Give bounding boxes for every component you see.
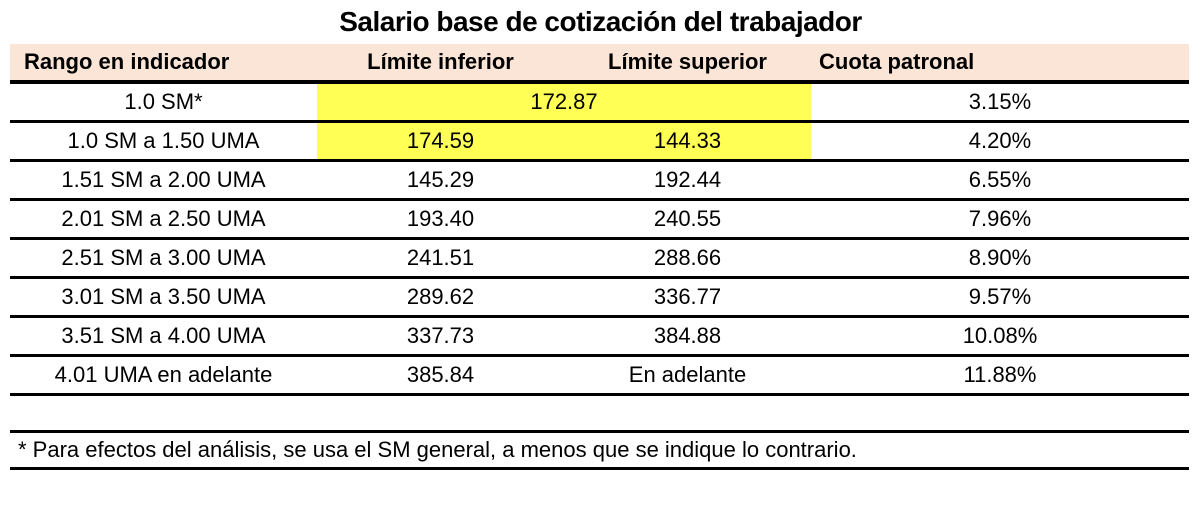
cell-cuota: 6.55%	[968, 167, 1032, 192]
cell-limite-superior: 240.55	[653, 206, 722, 231]
footnote: * Para efectos del análisis, se usa el S…	[10, 430, 1189, 470]
cell-limite-inferior: 289.62	[406, 284, 475, 309]
cell-rango: 1.51 SM a 2.00 UMA	[61, 167, 266, 192]
table-row: 1.0 SM* 172.87 3.15%	[10, 84, 1189, 123]
cell-rango: 2.51 SM a 3.00 UMA	[61, 245, 266, 270]
table-row: 3.51 SM a 4.00 UMA 337.73 384.88 10.08%	[10, 318, 1189, 357]
cell-limite-inferior: 385.84	[406, 362, 475, 387]
table-row: 3.01 SM a 3.50 UMA 289.62 336.77 9.57%	[10, 279, 1189, 318]
column-header-limite-superior: Límite superior	[608, 49, 767, 74]
cell-limite-inferior: 145.29	[406, 167, 475, 192]
cell-rango: 3.51 SM a 4.00 UMA	[61, 323, 266, 348]
table-footnote-gap	[0, 396, 1201, 430]
cell-rango: 1.0 SM*	[124, 89, 203, 114]
column-header-cuota-patronal: Cuota patronal	[819, 49, 975, 74]
cell-cuota: 8.90%	[968, 245, 1032, 270]
cell-rango: 2.01 SM a 2.50 UMA	[61, 206, 266, 231]
cell-cuota: 9.57%	[968, 284, 1032, 309]
cell-rango: 4.01 UMA en adelante	[54, 362, 273, 387]
column-header-rango: Rango en indicador	[24, 49, 230, 74]
column-header-limite-inferior: Límite inferior	[367, 49, 514, 74]
cell-limites-merged-highlighted: 172.87	[317, 84, 811, 120]
cell-limite-superior: En adelante	[628, 362, 747, 387]
cell-cuota: 11.88%	[963, 362, 1037, 387]
cell-limite-inferior: 337.73	[406, 323, 475, 348]
table-row: 1.51 SM a 2.00 UMA 145.29 192.44 6.55%	[10, 162, 1189, 201]
cell-limite-inferior: 241.51	[406, 245, 475, 270]
cell-limite-superior-highlighted: 144.33	[564, 123, 811, 159]
salary-table: Rango en indicador Límite inferior Límit…	[10, 44, 1189, 396]
table-row: 2.01 SM a 2.50 UMA 193.40 240.55 7.96%	[10, 201, 1189, 240]
cell-limite-inferior-highlighted: 174.59	[317, 123, 564, 159]
cell-rango: 3.01 SM a 3.50 UMA	[61, 284, 266, 309]
cell-limite-superior: 192.44	[653, 167, 722, 192]
cell-rango: 1.0 SM a 1.50 UMA	[67, 128, 260, 153]
table-row: 4.01 UMA en adelante 385.84 En adelante …	[10, 357, 1189, 396]
table-row: 1.0 SM a 1.50 UMA 174.59 144.33 4.20%	[10, 123, 1189, 162]
cell-limite-superior: 336.77	[653, 284, 722, 309]
cell-cuota: 10.08%	[962, 323, 1038, 348]
page-title: Salario base de cotización del trabajado…	[339, 6, 862, 37]
cell-limite-superior: 288.66	[653, 245, 722, 270]
cell-cuota: 4.20%	[968, 128, 1032, 153]
cell-limite-inferior: 193.40	[406, 206, 475, 231]
cell-limite-superior: 384.88	[653, 323, 722, 348]
cell-cuota: 3.15%	[968, 89, 1032, 114]
cell-cuota: 7.96%	[968, 206, 1032, 231]
table-header-row: Rango en indicador Límite inferior Límit…	[10, 44, 1189, 84]
table-row: 2.51 SM a 3.00 UMA 241.51 288.66 8.90%	[10, 240, 1189, 279]
